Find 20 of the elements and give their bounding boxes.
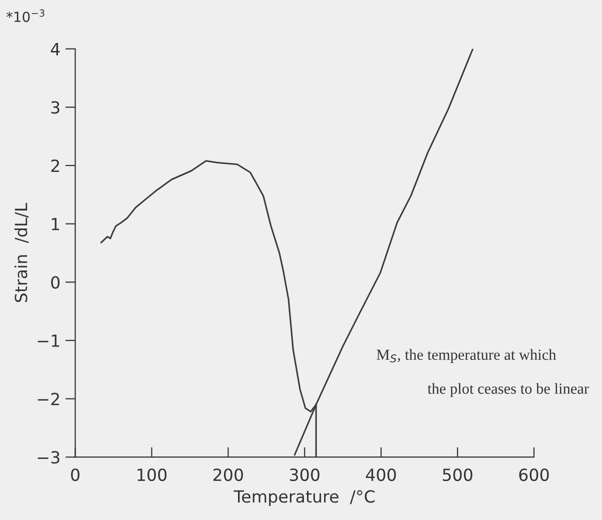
x-tick-label: 200 [213,468,243,482]
y-tick-label: 0 [51,276,60,289]
y-tick-label: 1 [52,218,60,230]
x-tick-label: 400 [366,468,396,482]
y-tick-label: −2 [38,392,59,406]
x-axis-title: Temperature /°C [234,490,375,506]
x-tick-label: 500 [442,468,472,482]
text: *10$^{−3}$ [6,9,44,22]
y-tick-label: 3 [51,101,60,114]
y-tick-label: −1 [38,334,60,347]
x-tick-label: 100 [138,468,167,482]
x-tick-label: 300 [290,468,320,482]
annotation: the plot ceases to be linear [428,383,589,397]
y-tick-label: 2 [51,159,59,172]
y-tick-label: −3 [38,451,60,464]
x-tick-label: 0 [71,468,80,482]
x-tick-label: 600 [519,468,549,482]
annotation: M$_{S}$, the temperature at which [376,349,556,364]
y-tick-label: 4 [50,43,60,56]
y-axis-title: Strain /dL/L [14,202,29,302]
